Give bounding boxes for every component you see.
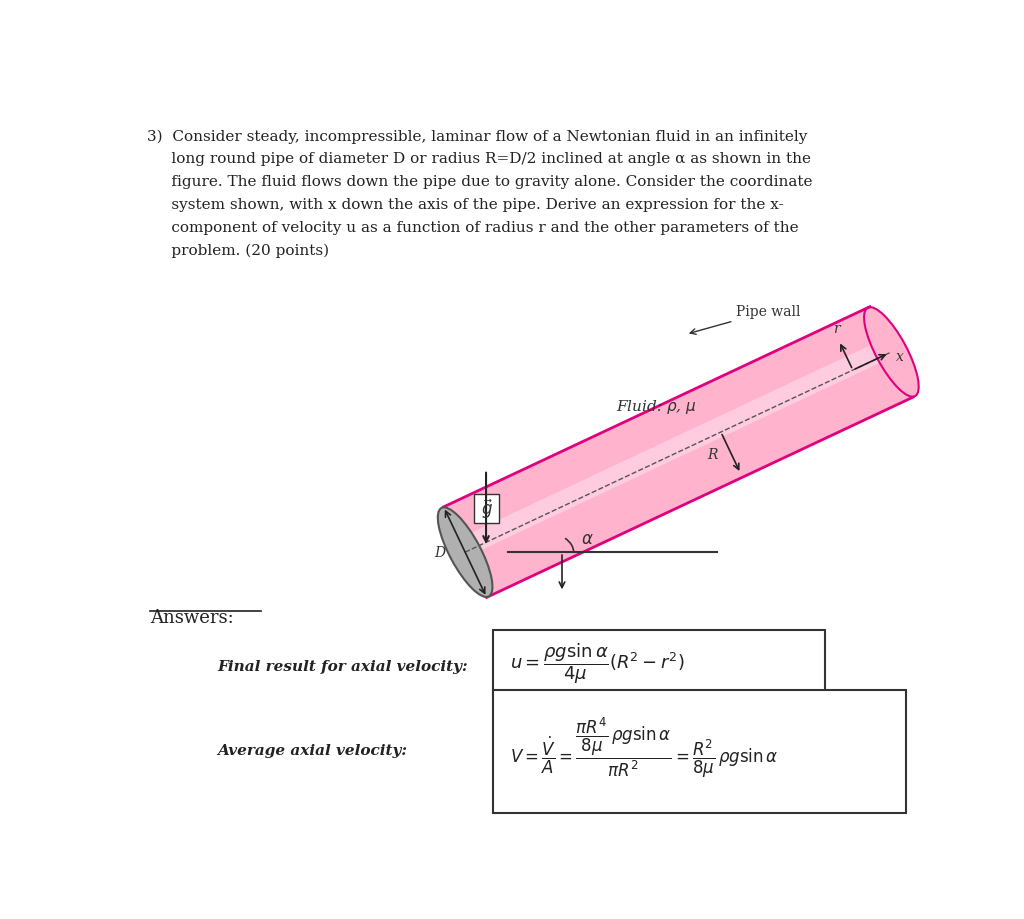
Text: r: r [834,322,840,335]
Text: long round pipe of diameter D or radius R=D/2 inclined at angle α as shown in th: long round pipe of diameter D or radius … [147,153,811,166]
Polygon shape [443,307,913,597]
Text: Final result for axial velocity:: Final result for axial velocity: [217,660,468,674]
Text: Answers:: Answers: [150,608,233,627]
FancyBboxPatch shape [493,690,906,813]
Text: D: D [434,546,445,560]
Text: x: x [896,349,904,364]
Text: Average axial velocity:: Average axial velocity: [217,743,408,757]
Text: $V = \dfrac{\dot{V}}{A} = \dfrac{\dfrac{\pi R^4}{8\mu}\,\rho g \sin\alpha}{\pi R: $V = \dfrac{\dot{V}}{A} = \dfrac{\dfrac{… [510,715,778,779]
Text: figure. The fluid flows down the pipe due to gravity alone. Consider the coordin: figure. The fluid flows down the pipe du… [147,175,813,189]
Text: Pipe wall: Pipe wall [690,305,801,335]
Polygon shape [459,339,894,557]
Ellipse shape [864,308,919,397]
Text: Fluid: $\rho$, $\mu$: Fluid: $\rho$, $\mu$ [616,397,696,415]
Text: $u = \dfrac{\rho g \sin\alpha}{4\mu}\left(R^2 - r^2\right)$: $u = \dfrac{\rho g \sin\alpha}{4\mu}\lef… [510,641,685,686]
Text: $\vec{g}$: $\vec{g}$ [481,497,493,520]
FancyBboxPatch shape [474,494,500,523]
FancyBboxPatch shape [493,630,824,697]
Text: R: R [707,448,718,461]
Text: 3)  Consider steady, incompressible, laminar flow of a Newtonian fluid in an inf: 3) Consider steady, incompressible, lami… [147,130,808,144]
Text: problem. (20 points): problem. (20 points) [147,243,330,257]
Ellipse shape [438,508,493,597]
Text: component of velocity u as a function of radius r and the other parameters of th: component of velocity u as a function of… [147,221,799,234]
Text: system shown, with x down the axis of the pipe. Derive an expression for the x-: system shown, with x down the axis of th… [147,198,784,211]
Text: $\alpha$: $\alpha$ [582,530,594,547]
